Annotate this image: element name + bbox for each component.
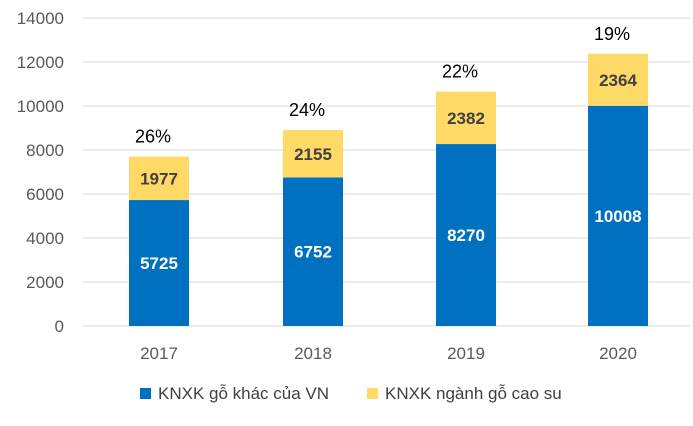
percent-annotation: 22% (442, 62, 478, 82)
y-tick-label: 12000 (17, 53, 64, 72)
bar-segment (283, 177, 343, 326)
legend-swatch (140, 388, 151, 399)
legend-label: KNXK gỗ khác của VN (158, 384, 329, 403)
bar-segment (436, 91, 496, 145)
x-tick-label: 2018 (294, 344, 332, 363)
y-tick-label: 6000 (26, 185, 64, 204)
legend-label: KNXK ngành gỗ cao su (385, 384, 562, 403)
data-label: 5725 (140, 254, 178, 273)
percent-annotation: 26% (135, 127, 171, 147)
bar-segment (283, 130, 343, 178)
y-tick-label: 10000 (17, 97, 64, 116)
bar-segment (588, 105, 648, 326)
data-label: 1977 (140, 169, 178, 188)
data-label: 2155 (294, 145, 332, 164)
bar-segment (129, 156, 189, 201)
y-tick-label: 14000 (17, 9, 64, 28)
legend-swatch (367, 388, 378, 399)
bar-segment (588, 53, 648, 106)
bar-segment (436, 144, 496, 326)
y-tick-label: 0 (55, 317, 64, 336)
y-tick-label: 2000 (26, 273, 64, 292)
x-tick-label: 2019 (447, 344, 485, 363)
data-label: 8270 (447, 226, 485, 245)
percent-annotation: 19% (594, 24, 630, 44)
percent-annotation: 24% (289, 100, 325, 120)
x-tick-label: 2020 (599, 344, 637, 363)
data-label: 2382 (447, 109, 485, 128)
data-label: 2364 (599, 71, 637, 90)
x-tick-label: 2017 (140, 344, 178, 363)
data-label: 10008 (594, 207, 641, 226)
y-tick-label: 8000 (26, 141, 64, 160)
data-label: 6752 (294, 243, 332, 262)
bar-segment (129, 200, 189, 326)
y-tick-label: 4000 (26, 229, 64, 248)
